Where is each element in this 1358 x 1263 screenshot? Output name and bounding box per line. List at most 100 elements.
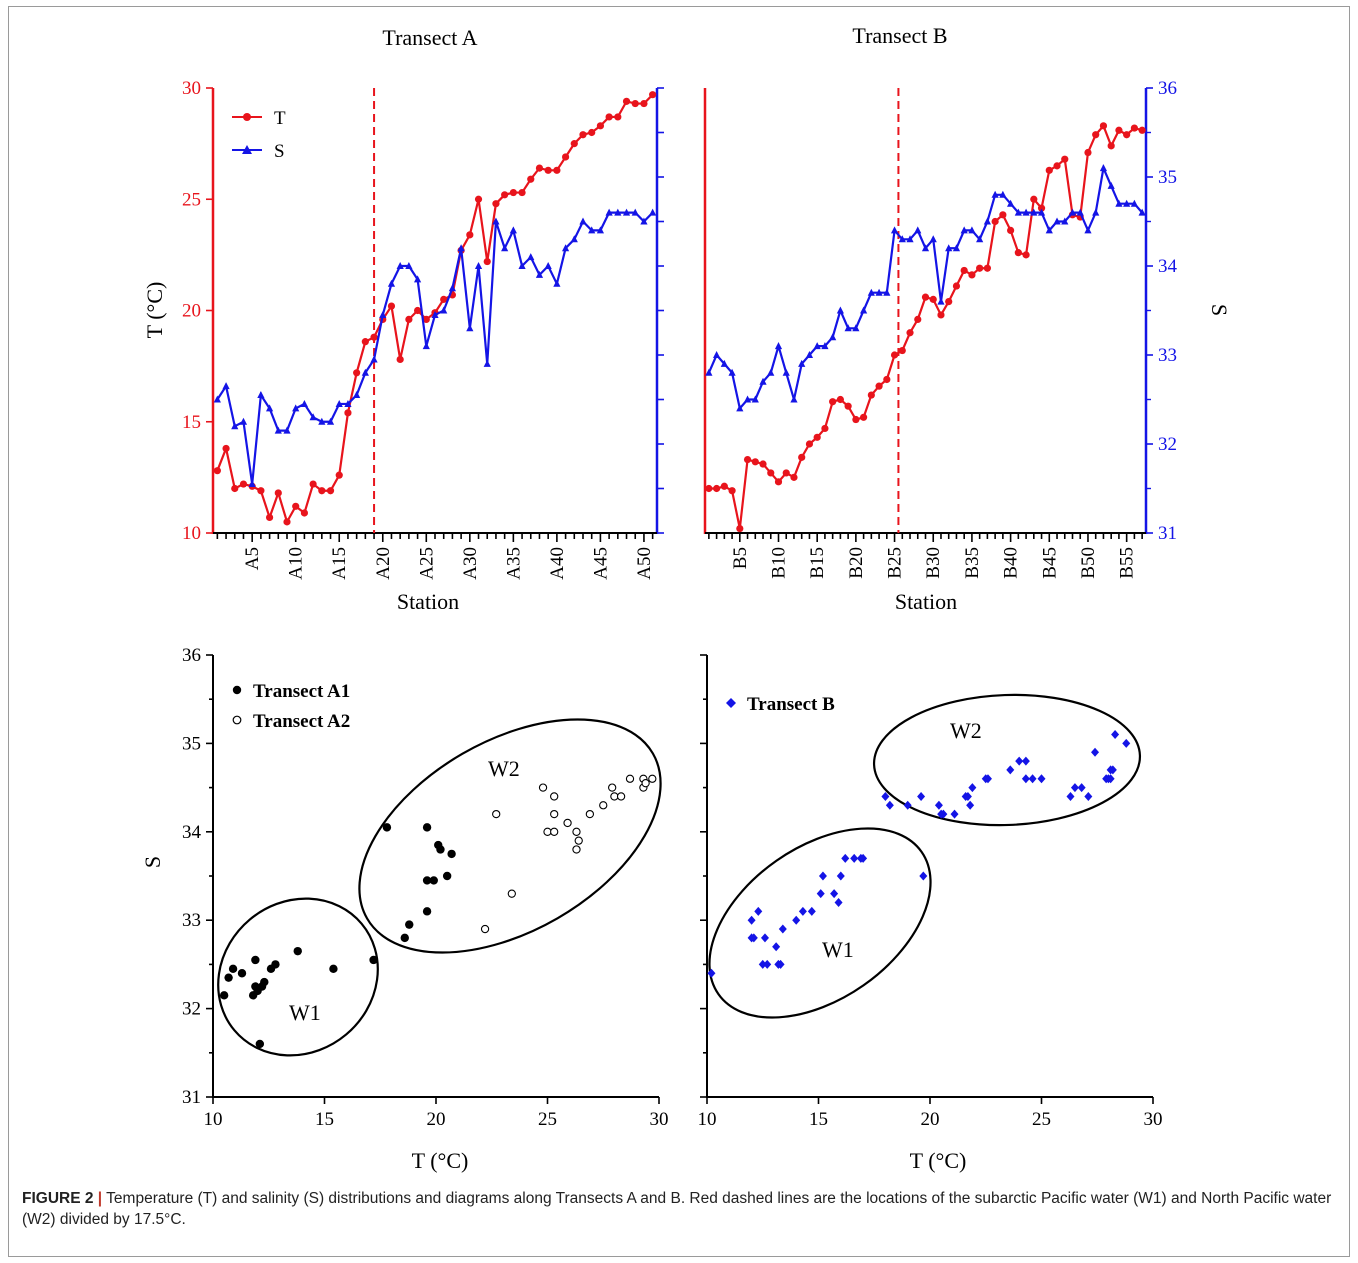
- panel-d-b-point: [1037, 774, 1046, 784]
- panel-b-salinity-point: [743, 395, 752, 403]
- panel-d-points: [707, 730, 1131, 978]
- panel-a-temperature-point: [631, 99, 639, 108]
- panel-a-temperature-point: [300, 509, 309, 517]
- panel-a-temperature-point: [614, 113, 622, 121]
- panel-a-salinity-point: [335, 399, 343, 407]
- panel-a-y-tick-label: 10: [182, 523, 201, 544]
- panel-a-temperature-point: [344, 409, 352, 417]
- panel-a-salinity-point: [596, 226, 605, 234]
- panel-a-temperature-point: [405, 315, 413, 323]
- panel-b-salinity-point: [945, 244, 953, 252]
- panel-c-a2-point: [574, 836, 583, 845]
- panel-a-salinity-point: [387, 279, 396, 287]
- panel-c-a2-point: [480, 924, 490, 934]
- panel-b-salinity-point: [991, 190, 999, 198]
- panel-c-x-ticks: 10 15 20 25 30: [204, 1097, 669, 1130]
- panel-b-temperature-point: [736, 524, 744, 533]
- panel-b-salinity-point: [829, 333, 837, 341]
- panel-b-salinity-point: [914, 226, 922, 234]
- panel-b-salinity-point: [1107, 181, 1115, 189]
- panel-a-temperature-point: [387, 302, 396, 310]
- panel-a-salinity-point: [361, 368, 369, 376]
- panel-b-temperature-point: [1138, 126, 1146, 134]
- panel-d-b-point: [778, 924, 787, 934]
- panel-c-a2-point: [572, 845, 581, 854]
- panel-c-x-tick-label: 25: [538, 1109, 557, 1130]
- panel-b-salinity-point: [767, 368, 775, 376]
- panel-d-x-tick-label: 25: [1032, 1109, 1051, 1130]
- panel-c-a2-point: [550, 809, 559, 819]
- panel-a-salinity-point: [614, 208, 622, 216]
- panel-a-salinity-point: [239, 417, 248, 425]
- panel-a-temperature-point: [501, 191, 509, 199]
- panel-b-temperature-point: [852, 415, 860, 424]
- panel-c-a2-point: [572, 827, 581, 836]
- panel-a-temperature-point: [326, 487, 335, 495]
- panel-a-salinity-point: [501, 244, 509, 252]
- panel-b-salinity-point: [836, 306, 844, 314]
- panel-b-salinity-point: [782, 368, 790, 376]
- panel-c-a1-point: [422, 876, 432, 885]
- panel-a-salinity-point: [405, 262, 413, 269]
- panel-a-x-tick-label: A35: [503, 547, 524, 580]
- panel-d-b-point: [1084, 791, 1093, 801]
- panel-a-salinity-point: [265, 404, 274, 412]
- panel-b-x-tick-label: B30: [923, 547, 944, 579]
- panel-b-salinity-point: [852, 324, 860, 332]
- panel-a-salinity-point: [474, 262, 483, 269]
- panel-a-temperature-point: [283, 518, 291, 526]
- panel-b-salinity-point: [1037, 208, 1046, 216]
- panel-d-b-point: [816, 889, 825, 899]
- panel-b-x-tick-label: B5: [730, 547, 751, 569]
- panel-b-temperature-point: [914, 315, 922, 323]
- panel-c-a1-point: [224, 973, 233, 982]
- panel-c-a1-point: [447, 849, 456, 859]
- panel-a-temperature-point: [518, 188, 526, 197]
- panel-a-x-tick-label: A25: [416, 547, 437, 580]
- legend-b-label: Transect B: [747, 694, 835, 715]
- panel-c-points: [219, 774, 657, 1049]
- panel-b-salinity-point: [929, 235, 937, 243]
- caption-text: Temperature (T) and salinity (S) distrib…: [22, 1190, 1332, 1228]
- panel-b-temperature-point: [1045, 166, 1053, 174]
- panel-d-b-point: [1028, 774, 1037, 784]
- panel-b-temperature-point: [991, 217, 999, 226]
- panel-d-xlabel: T (°C): [910, 1148, 967, 1173]
- panel-b-salinity-point: [875, 288, 883, 296]
- panel-b-x-tick-label: B45: [1039, 547, 1060, 579]
- panel-a-x-tick-label: A5: [242, 547, 263, 570]
- panel-d-b-point: [939, 809, 948, 819]
- panel-a-temperature-point: [274, 489, 282, 497]
- panel-d-b-point: [1066, 791, 1075, 801]
- panel-b-salinity-point: [867, 288, 875, 296]
- panel-c-y-tick-label: 32: [182, 999, 201, 1020]
- panel-c-a2-point: [585, 809, 595, 819]
- panel-b-temperature-point: [713, 484, 721, 493]
- panel-a-x-tick-label: A50: [634, 547, 655, 580]
- panel-d-b-point: [1077, 783, 1086, 793]
- panel-c-a2-point: [641, 779, 650, 788]
- panel-b-temperature-point: [705, 484, 713, 493]
- panel-a-x-tick-label: A20: [373, 547, 394, 580]
- panel-b-salinity-point: [921, 244, 930, 252]
- panel-d-ellipse-w2: [872, 693, 1142, 827]
- panel-c-xlabel: T (°C): [412, 1148, 469, 1173]
- panel-a-temperature-point: [257, 487, 265, 495]
- panel-b-temperature-point: [1099, 122, 1108, 130]
- panel-a-salinity-point: [640, 217, 648, 225]
- panel-d-w1-label: W1: [822, 937, 854, 962]
- panel-c-a1-point: [228, 964, 238, 974]
- panel-b-right-tick-label: 32: [1158, 434, 1177, 455]
- panel-a-temperature-point: [396, 355, 404, 364]
- panel-b-temperature-point: [890, 351, 899, 359]
- panel-a-temperature-point: [422, 315, 430, 323]
- panel-b-temperature-point: [906, 329, 914, 337]
- panel-a-salinity-point: [570, 235, 578, 243]
- panel-b-temperature-point: [805, 440, 814, 448]
- panel-c-w2-label: W2: [488, 756, 520, 781]
- panel-d-b-point: [917, 791, 926, 801]
- panel-c-ellipse-w1: [217, 897, 379, 1057]
- panel-a-salinity-point: [257, 391, 265, 399]
- panel-b-temperature-point: [836, 395, 844, 404]
- panel-b-x-tick-label: B50: [1078, 547, 1099, 579]
